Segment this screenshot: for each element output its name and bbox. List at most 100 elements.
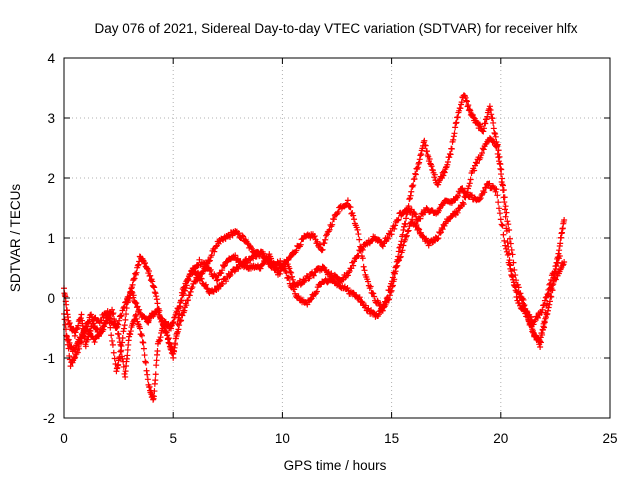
data-point <box>490 119 497 126</box>
data-point <box>511 266 518 273</box>
data-point <box>408 183 415 190</box>
data-point <box>463 98 470 105</box>
data-point <box>313 288 320 295</box>
data-point <box>403 232 410 239</box>
data-point <box>72 346 79 353</box>
data-point <box>152 377 159 384</box>
data-point <box>400 242 407 249</box>
data-point <box>109 341 116 348</box>
data-point <box>409 216 416 223</box>
data-point <box>121 370 128 377</box>
data-point <box>467 107 474 114</box>
data-point <box>454 114 461 121</box>
data-point <box>167 345 174 352</box>
data-point <box>351 216 358 223</box>
data-point <box>165 339 172 346</box>
data-point <box>109 306 116 313</box>
data-point <box>499 222 506 229</box>
data-point <box>477 123 484 130</box>
data-point <box>456 189 463 196</box>
data-point <box>130 292 137 299</box>
data-point <box>519 296 526 303</box>
data-point <box>344 197 351 204</box>
data-point <box>208 252 215 259</box>
data-point <box>480 187 487 194</box>
data-point <box>500 186 507 193</box>
data-point <box>419 210 426 217</box>
data-point <box>189 265 196 272</box>
data-point <box>141 352 148 359</box>
data-point <box>396 254 403 261</box>
data-point <box>173 330 180 337</box>
data-point <box>151 289 158 296</box>
data-series <box>61 92 568 403</box>
data-point <box>171 348 178 355</box>
data-point <box>200 259 207 266</box>
data-point <box>405 227 412 234</box>
data-point <box>384 234 391 241</box>
data-point <box>218 269 225 276</box>
x-tick-label: 20 <box>493 431 508 446</box>
data-point <box>186 292 193 299</box>
data-point <box>399 231 406 238</box>
data-point <box>435 235 442 242</box>
data-point <box>501 206 508 213</box>
data-point <box>157 334 164 341</box>
data-point <box>121 322 128 329</box>
data-point <box>397 241 404 248</box>
data-point <box>370 290 377 297</box>
data-point <box>143 367 150 374</box>
data-point <box>507 240 514 247</box>
data-point <box>65 336 72 343</box>
axis-ticks: 0 5 10 15 20 25 -2 -1 0 1 2 3 4 <box>43 51 618 446</box>
data-point <box>451 130 458 137</box>
data-point <box>440 172 447 179</box>
data-point <box>391 225 398 232</box>
data-point <box>201 260 208 267</box>
data-point <box>538 309 545 316</box>
data-point <box>488 111 495 118</box>
data-point <box>415 225 422 232</box>
data-point <box>446 154 453 161</box>
data-point <box>176 303 183 310</box>
data-point <box>410 182 417 189</box>
data-point <box>121 325 128 332</box>
data-point <box>548 285 555 292</box>
data-point <box>244 240 251 247</box>
data-point <box>465 102 472 109</box>
data-point <box>82 343 89 350</box>
data-point <box>355 252 362 259</box>
data-point <box>218 280 225 287</box>
data-point <box>183 302 190 309</box>
data-point <box>359 255 366 262</box>
data-point <box>507 265 514 272</box>
data-point <box>330 216 337 223</box>
data-point <box>404 228 411 235</box>
data-point <box>355 231 362 238</box>
data-point <box>500 231 507 238</box>
data-point <box>480 128 487 135</box>
data-point <box>505 221 512 228</box>
data-point <box>78 311 85 318</box>
data-point <box>513 277 520 284</box>
data-point <box>175 326 182 333</box>
data-point <box>84 336 91 343</box>
data-point <box>168 325 175 332</box>
data-point <box>212 272 219 279</box>
data-point <box>154 347 161 354</box>
data-point <box>83 326 90 333</box>
data-point <box>431 171 438 178</box>
data-point <box>502 213 509 220</box>
data-point <box>214 276 221 283</box>
data-point <box>502 242 509 249</box>
data-point <box>110 349 117 356</box>
data-point <box>189 284 196 291</box>
data-point <box>527 314 534 321</box>
data-point <box>91 339 98 346</box>
x-tick-label: 10 <box>275 431 290 446</box>
data-point <box>116 335 123 342</box>
data-point <box>264 257 271 264</box>
data-point <box>477 195 484 202</box>
data-point <box>382 298 389 305</box>
data-point <box>163 329 170 336</box>
